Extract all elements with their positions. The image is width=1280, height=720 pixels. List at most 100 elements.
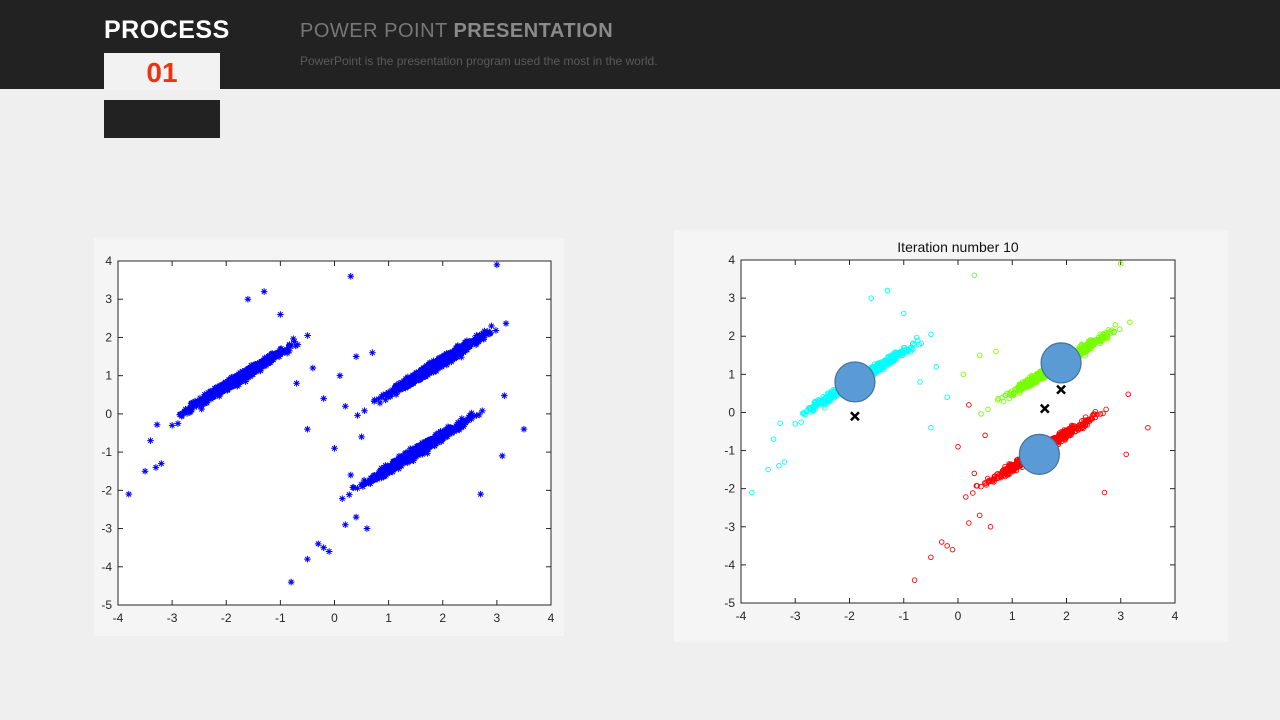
data-point: [467, 412, 475, 419]
data-point: [451, 428, 458, 435]
data-point: [152, 464, 160, 471]
data-point: [281, 347, 289, 355]
data-point: [222, 378, 229, 386]
data-point: [238, 373, 245, 381]
data-point: [443, 361, 451, 369]
x-tick-label: 3: [494, 611, 501, 625]
data-point: [304, 555, 311, 563]
data-point: [367, 474, 375, 482]
data-point: [431, 358, 439, 366]
data-point: [320, 395, 327, 402]
data-point: [456, 350, 463, 358]
data-point: [387, 462, 395, 470]
data-point: [928, 331, 934, 338]
raw-points: [125, 261, 528, 586]
data-point: [447, 426, 454, 433]
data-point: [392, 386, 400, 394]
data-point: [425, 437, 433, 445]
y-tick-label: 2: [728, 329, 735, 343]
data-point: [199, 397, 206, 404]
data-point: [147, 437, 154, 444]
data-point: [225, 381, 232, 388]
data-point: [1031, 377, 1038, 383]
data-point: [886, 357, 892, 363]
data-point: [464, 416, 472, 423]
data-point: [202, 392, 209, 399]
data-point: [460, 349, 467, 356]
data-point: [386, 392, 394, 399]
data-point: [345, 491, 353, 498]
x-tick-label: -1: [898, 609, 909, 623]
x-tick-label: 1: [1009, 609, 1016, 623]
data-point: [458, 345, 466, 353]
data-point: [342, 521, 349, 529]
plot-frame: [117, 260, 552, 606]
data-point: [887, 353, 894, 360]
raw-data-panel: -4 -3 -2 -1 0 1 2 3 4 4 3 2 1 0 -1 -2 -3 -4 -5: [94, 238, 564, 636]
y-tick-label: -3: [724, 520, 735, 534]
data-point: [347, 471, 355, 479]
data-point: [384, 389, 392, 396]
data-point: [174, 420, 182, 427]
data-point: [501, 392, 508, 399]
data-point: [400, 453, 407, 460]
headline: POWER POINT PRESENTATION: [300, 20, 613, 43]
x-tick-label: 4: [1172, 609, 1179, 623]
data-point: [219, 381, 227, 389]
data-point: [382, 468, 390, 476]
data-point: [454, 425, 462, 433]
data-point: [354, 412, 361, 419]
data-point: [437, 428, 444, 435]
y-tick-label: 4: [728, 253, 735, 267]
x-tick-label: 0: [955, 609, 962, 623]
data-point: [401, 454, 408, 462]
data-point: [290, 335, 297, 343]
data-point: [818, 398, 824, 404]
data-point: [1028, 378, 1035, 385]
data-point: [352, 353, 360, 360]
data-point: [387, 468, 395, 475]
data-point: [914, 334, 920, 341]
x-tick-label: -1: [275, 611, 286, 625]
data-point: [369, 349, 376, 357]
data-point: [398, 381, 406, 389]
data-point: [1013, 385, 1020, 392]
headline-light: POWER POINT: [300, 20, 448, 42]
x-tick-label: -2: [844, 609, 855, 623]
data-point: [277, 311, 284, 318]
data-point: [397, 460, 405, 467]
data-point: [1016, 390, 1023, 396]
data-point: [810, 403, 817, 410]
data-point: [277, 345, 285, 353]
data-point: [375, 395, 382, 403]
data-point: [331, 444, 338, 452]
data-point: [420, 368, 427, 376]
data-point: [292, 342, 300, 350]
data-point: [831, 391, 838, 397]
y-tick-label: 1: [728, 367, 735, 381]
data-point: [828, 391, 834, 398]
data-point: [207, 394, 214, 401]
data-point: [410, 446, 418, 454]
data-point: [219, 387, 227, 395]
data-point: [183, 407, 191, 415]
data-point: [827, 398, 833, 405]
data-point: [458, 419, 465, 427]
data-point: [465, 340, 472, 347]
data-point: [342, 402, 349, 410]
x-tick-label: 2: [439, 611, 446, 625]
data-point: [378, 474, 385, 482]
data-point: [441, 357, 448, 365]
data-point: [404, 373, 412, 381]
data-point: [395, 463, 402, 470]
data-point: [378, 464, 385, 472]
data-point: [810, 407, 817, 414]
chart-title: Iteration number 10: [897, 239, 1019, 255]
dark-block: [104, 100, 220, 138]
data-point: [433, 357, 441, 365]
data-point: [466, 340, 474, 348]
data-point: [825, 391, 832, 397]
plot-area: [741, 260, 1175, 603]
data-point: [371, 471, 378, 479]
